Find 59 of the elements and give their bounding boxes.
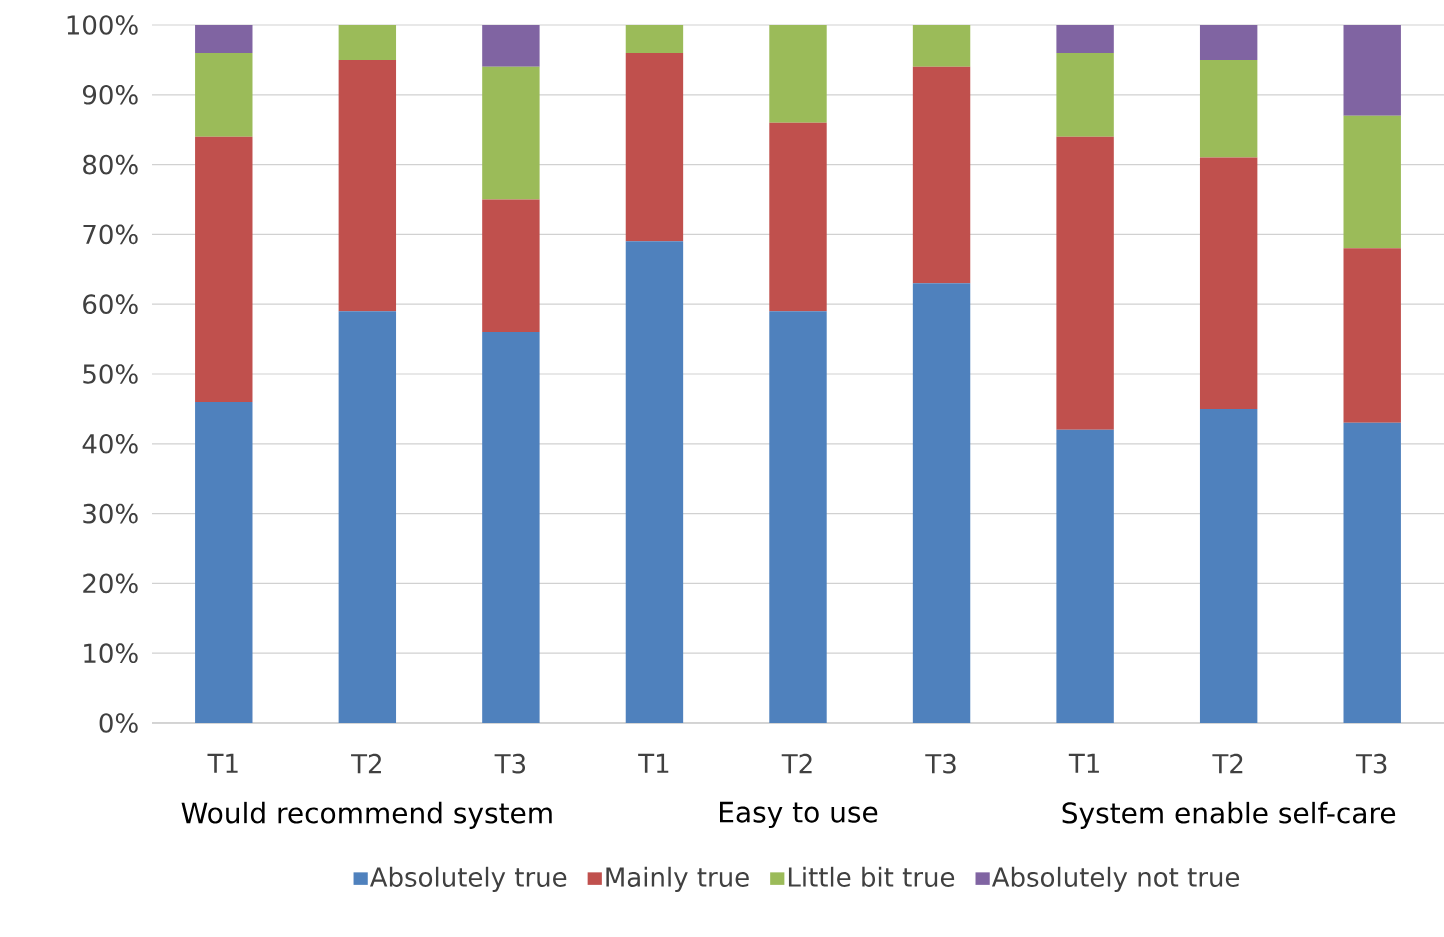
- x-tick-label: T2: [1212, 753, 1243, 774]
- bar: [1343, 422, 1401, 723]
- x-tick-label: T3: [494, 753, 526, 774]
- bar: [1056, 136, 1114, 430]
- y-tick-label: 80%: [83, 154, 138, 175]
- text: Would recommend system: [181, 801, 552, 829]
- bar: [1056, 52, 1114, 137]
- x-tick-label: T1: [1068, 753, 1099, 773]
- x-tick-label: T2: [781, 753, 812, 774]
- x-tick-label: T2: [351, 753, 381, 774]
- bar: [912, 283, 971, 723]
- bar: [1343, 248, 1401, 423]
- bar: [769, 25, 827, 123]
- x-tick-label: T3: [925, 753, 956, 774]
- bar: [1056, 429, 1114, 723]
- text: System enable self-care: [1062, 801, 1396, 829]
- y-tick-label: 30%: [83, 503, 138, 524]
- bar: [195, 52, 253, 137]
- bar: [338, 25, 397, 60]
- bar: [338, 311, 397, 723]
- y-tick-label: 60%: [83, 294, 138, 315]
- y-tick-label: 70%: [83, 224, 138, 245]
- bar: [625, 25, 684, 53]
- bar: [912, 66, 971, 284]
- legend-label: Mainly true: [606, 866, 749, 892]
- y-tick-label: 10%: [84, 643, 138, 664]
- bar: [769, 311, 827, 723]
- bar: [338, 59, 397, 312]
- x-tick-label: T1: [638, 753, 669, 773]
- x-tick-label: T3: [1355, 753, 1387, 774]
- bar: [482, 332, 540, 723]
- bar: [195, 136, 253, 402]
- y-tick-label: 0%: [99, 713, 138, 733]
- bar: [1199, 59, 1258, 158]
- bar: [1343, 25, 1401, 116]
- y-tick-label: 90%: [82, 84, 138, 105]
- bar: [625, 241, 684, 723]
- bar: [482, 66, 540, 200]
- bar: [1199, 157, 1258, 409]
- x-tick-label: T1: [207, 753, 238, 773]
- bar: [482, 25, 540, 67]
- text: Easy to use: [720, 801, 878, 829]
- bar: [625, 52, 684, 242]
- bar: [195, 401, 253, 723]
- bar: [1343, 115, 1401, 249]
- legend-label: Little bit true: [788, 866, 955, 887]
- bar: [1199, 408, 1258, 723]
- legend-label: Absolutely not true: [991, 866, 1240, 892]
- y-tick-label: 100%: [67, 15, 138, 35]
- bar: [912, 25, 971, 67]
- y-tick-label: 20%: [83, 573, 138, 594]
- legend-label: Absolutely true: [369, 866, 567, 892]
- bar: [482, 199, 540, 333]
- bar: [1199, 25, 1258, 60]
- bar: [769, 122, 827, 312]
- bar: [195, 25, 253, 53]
- y-tick-label: 40%: [82, 433, 138, 454]
- bar: [1056, 25, 1114, 53]
- y-tick-label: 50%: [83, 364, 138, 384]
